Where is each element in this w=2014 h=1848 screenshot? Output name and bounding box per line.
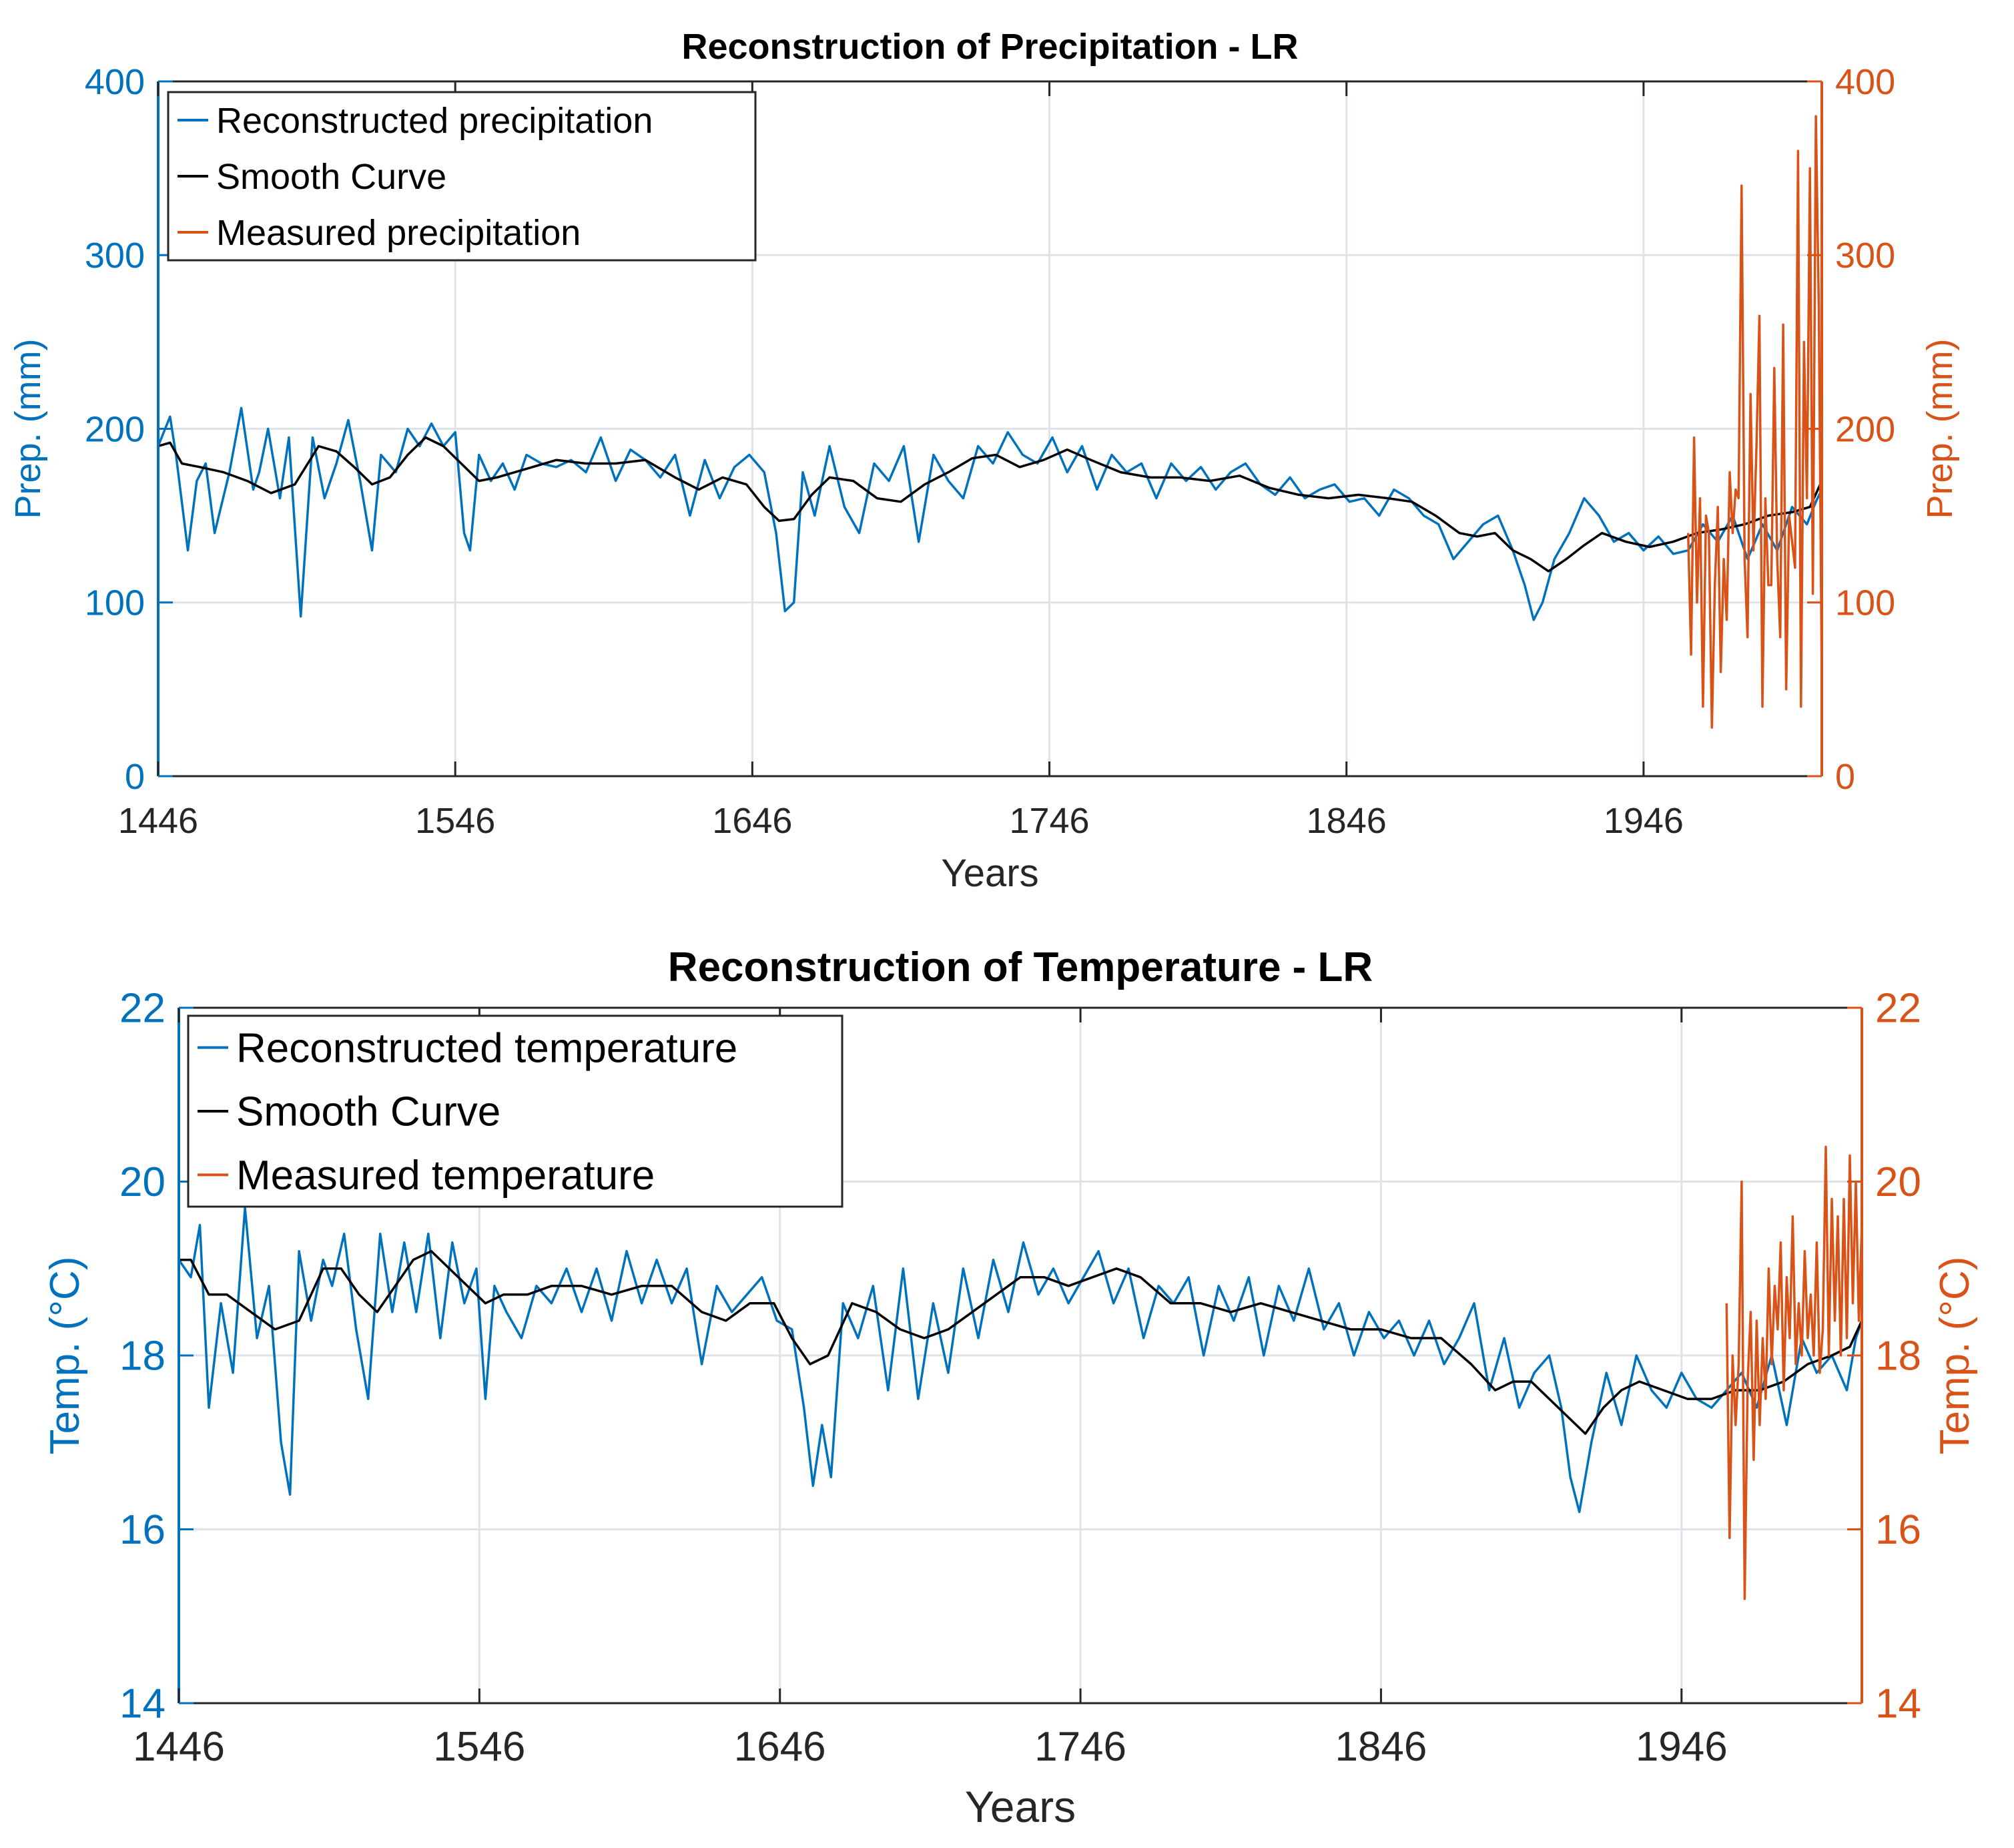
y-axis-label-left: Prep. (mm) [8, 339, 48, 519]
x-tick-label: 1846 [1307, 801, 1387, 841]
y-tick-label-right: 18 [1875, 1333, 1921, 1379]
legend-entry-label: Reconstructed temperature [236, 1025, 737, 1071]
y-axis-label-left: Temp. (°C) [42, 1257, 88, 1455]
y-tick-label-right: 14 [1875, 1681, 1921, 1727]
x-tick-label: 1446 [118, 801, 198, 841]
y-tick-label-left: 14 [119, 1681, 165, 1727]
legend-entry-label: Smooth Curve [216, 157, 446, 197]
x-tick-label: 1646 [712, 801, 792, 841]
legend-box [167, 91, 757, 262]
chart-title: Reconstruction of Precipitation - LR [681, 27, 1298, 67]
y-tick-label-left: 20 [119, 1159, 165, 1205]
y-tick-label-right: 200 [1835, 409, 1895, 449]
y-tick-label-right: 16 [1875, 1507, 1921, 1553]
y-tick-label-right: 400 [1835, 62, 1895, 102]
series-line-1 [158, 406, 1822, 621]
x-tick-label: 1546 [415, 801, 495, 841]
legend-entry-label: Measured precipitation [216, 213, 581, 253]
legend: Reconstructed precipitation Smooth Curve M… [167, 91, 757, 262]
x-tick-label: 1446 [133, 1724, 225, 1770]
series-group [179, 1145, 1862, 1600]
y-axis-label-right: Prep. (mm) [1920, 339, 1960, 519]
y-tick-label-right: 22 [1875, 986, 1921, 1032]
x-axis-label: Years [965, 1782, 1076, 1831]
y-tick-label-left: 16 [119, 1507, 165, 1553]
series-line-1 [179, 1206, 1862, 1514]
y-tick-label-left: 200 [85, 409, 145, 449]
chart-title: Reconstruction of Temperature - LR [668, 944, 1373, 990]
legend-entry-label: Smooth Curve [236, 1089, 500, 1135]
y-tick-label-right: 300 [1835, 236, 1895, 276]
y-tick-label-left: 100 [85, 583, 145, 623]
y-tick-label-right: 0 [1835, 757, 1855, 797]
x-tick-label: 1946 [1636, 1724, 1728, 1770]
series-line-3 [1686, 115, 1822, 729]
series-group [158, 115, 1822, 729]
x-tick-label: 1946 [1604, 801, 1684, 841]
x-tick-label: 1746 [1034, 1724, 1126, 1770]
y-tick-label-left: 400 [85, 62, 145, 102]
y-tick-label-left: 300 [85, 236, 145, 276]
x-tick-label: 1546 [433, 1724, 525, 1770]
legend-box [187, 1014, 844, 1208]
x-tick-label: 1646 [734, 1724, 826, 1770]
x-axis-label: Years [941, 852, 1038, 895]
y-tick-label-left: 18 [119, 1333, 165, 1379]
series-line-2 [179, 1249, 1862, 1435]
x-tick-label: 1746 [1009, 801, 1089, 841]
chart-2: 1446 1546 1646 1746 1846 1946 14 14 16 16 18 18 20 20… [42, 944, 1978, 1831]
legend-entry-label: Reconstructed precipitation [216, 101, 653, 141]
series-line-2 [158, 436, 1822, 573]
y-tick-label-left: 22 [119, 986, 165, 1032]
y-tick-label-right: 20 [1875, 1159, 1921, 1205]
legend: Reconstructed temperature Smooth Curve Mea… [187, 1014, 844, 1208]
series-line-3 [1725, 1145, 1862, 1600]
x-tick-label: 1846 [1335, 1724, 1427, 1770]
chart-1: 1446 1546 1646 1746 1846 1946 0 0 100 100 200 200 30… [8, 27, 1960, 895]
y-axis-label-right: Temp. (°C) [1932, 1257, 1978, 1455]
y-tick-label-left: 0 [125, 757, 145, 797]
y-tick-label-right: 100 [1835, 583, 1895, 623]
legend-entry-label: Measured temperature [236, 1153, 655, 1199]
